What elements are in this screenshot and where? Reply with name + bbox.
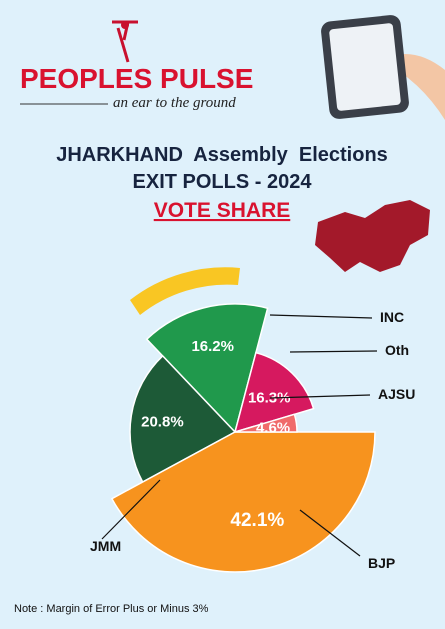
value-label: 20.8% xyxy=(141,414,184,431)
logo-icon xyxy=(112,20,138,63)
pie-slice xyxy=(145,303,269,434)
state-map xyxy=(315,200,430,272)
pie-slice xyxy=(234,413,298,433)
pie: 42.1% 20.8% 16.2% 16.3% 4.6% xyxy=(110,303,376,573)
chart-title: JHARKHAND Assembly Elections xyxy=(56,144,388,166)
pie-slice xyxy=(110,431,376,573)
decor-arc xyxy=(130,267,240,315)
leader-line xyxy=(289,350,378,353)
chart-subtitle: EXIT POLLS - 2024 xyxy=(133,171,313,193)
value-label: 16.3% xyxy=(248,390,291,407)
category-label: BJP xyxy=(368,555,395,571)
pie-slice xyxy=(233,351,315,434)
brand: PEOPLES PULSE xyxy=(20,63,253,94)
category-label: Oth xyxy=(385,342,409,358)
leader-line xyxy=(269,394,371,399)
category-label: JMM xyxy=(90,538,121,554)
value-label: 16.2% xyxy=(191,338,234,355)
evm-illustration xyxy=(321,15,445,120)
category-label: AJSU xyxy=(378,386,415,402)
value-label: 4.6% xyxy=(256,419,290,436)
pie-slice xyxy=(129,354,237,484)
leader-line xyxy=(269,314,373,319)
note: Note : Margin of Error Plus or Minus 3% xyxy=(14,603,209,615)
leader-line xyxy=(101,479,161,540)
category-label: INC xyxy=(380,309,404,325)
tagline: an ear to the ground xyxy=(113,95,236,111)
value-label: 42.1% xyxy=(230,510,284,531)
heading: VOTE SHARE xyxy=(154,199,291,222)
leader-line xyxy=(299,509,361,557)
